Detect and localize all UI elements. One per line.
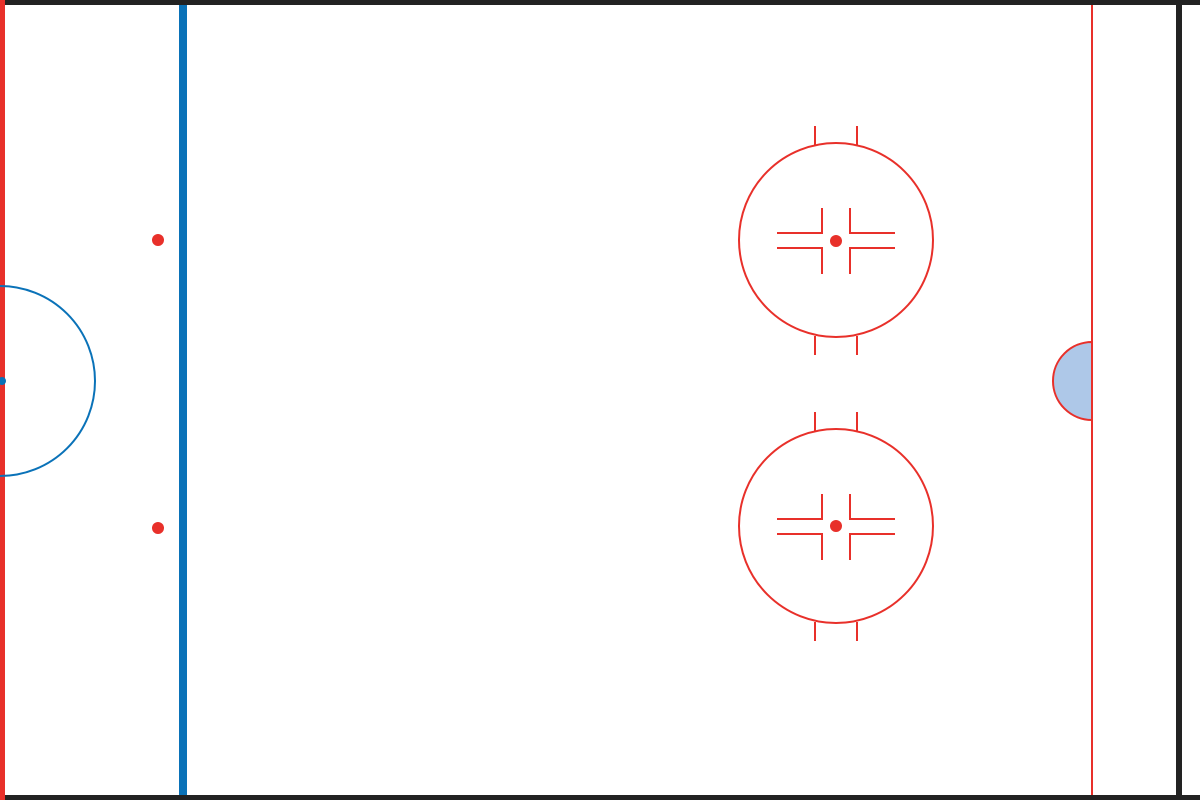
faceoff-circle-ring <box>738 142 934 338</box>
faceoff-marking-br <box>849 533 895 560</box>
faceoff-circle-ring <box>738 428 934 624</box>
goal-crease <box>1052 340 1093 422</box>
faceoff-marking-tl <box>777 208 823 234</box>
end-board <box>1176 0 1182 800</box>
faceoff-spot <box>830 235 842 247</box>
faceoff-spot <box>830 520 842 532</box>
faceoff-marking-br <box>849 247 895 274</box>
neutral-zone-faceoff-spot-bottom <box>152 522 164 534</box>
faceoff-marking-bl <box>777 533 823 560</box>
end-zone-faceoff-circle-top <box>738 126 934 355</box>
center-faceoff-spot <box>0 377 6 385</box>
center-faceoff-circle <box>0 285 96 477</box>
faceoff-marking-tr <box>849 208 895 234</box>
neutral-zone-faceoff-spot-top <box>152 234 164 246</box>
bottom-board <box>0 795 1200 800</box>
faceoff-marking-bl <box>777 247 823 274</box>
end-zone-faceoff-circle-bottom <box>738 412 934 641</box>
center-red-line <box>0 0 5 800</box>
blue-line <box>179 5 187 795</box>
faceoff-marking-tr <box>849 494 895 520</box>
top-board <box>0 0 1200 5</box>
faceoff-marking-tl <box>777 494 823 520</box>
